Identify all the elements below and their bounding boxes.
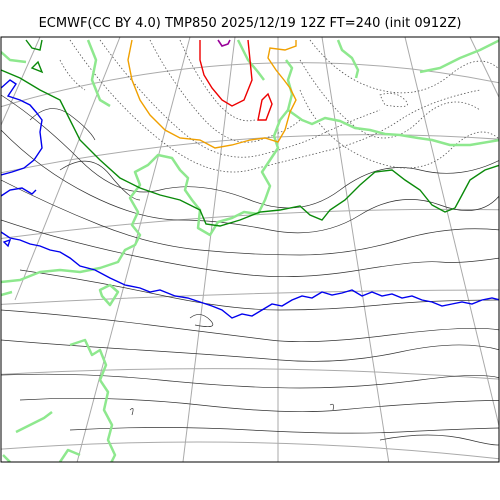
coastline xyxy=(1,290,13,297)
coastline xyxy=(336,39,360,79)
coastline xyxy=(1,59,294,284)
coastline xyxy=(236,39,265,81)
coastline xyxy=(2,454,11,462)
longitude-line xyxy=(182,37,236,462)
isotherm-green xyxy=(25,39,43,51)
coastline xyxy=(287,108,499,147)
coastline xyxy=(98,283,120,307)
coastline xyxy=(58,448,81,462)
isotherm-red xyxy=(257,92,273,121)
coastline xyxy=(69,338,117,462)
coastline xyxy=(15,411,53,434)
longitude-line xyxy=(321,37,390,462)
isotherm-blue xyxy=(2,238,12,248)
longitude-line xyxy=(1,37,41,127)
isotherm-blue xyxy=(1,79,43,176)
height-contours xyxy=(1,94,499,446)
map-background xyxy=(1,37,499,462)
latitude-line xyxy=(1,289,499,305)
coastline xyxy=(419,39,499,74)
latitude-line xyxy=(1,134,499,174)
coastline xyxy=(86,39,111,108)
isotherm-green xyxy=(30,60,44,74)
dotted-contours xyxy=(59,39,499,173)
longitude-line xyxy=(404,37,499,428)
latitude-line xyxy=(1,208,499,240)
isotherm-blue xyxy=(1,187,37,197)
latitude-line xyxy=(1,441,499,460)
isotherm-blue xyxy=(1,231,499,319)
latitude-line xyxy=(0,8,500,36)
coastlines xyxy=(1,39,499,462)
longitude-line xyxy=(76,37,191,462)
isotherm-purple xyxy=(217,39,231,47)
map-frame xyxy=(0,36,500,463)
isotherm-green xyxy=(1,69,499,227)
map-title: ECMWF(CC BY 4.0) TMP850 2025/12/19 12Z F… xyxy=(38,16,462,31)
latitude-line xyxy=(1,368,499,380)
longitude-line xyxy=(14,37,121,301)
coastline xyxy=(1,51,27,64)
isotherm-red xyxy=(199,39,253,107)
isotherm-orange xyxy=(127,39,297,149)
